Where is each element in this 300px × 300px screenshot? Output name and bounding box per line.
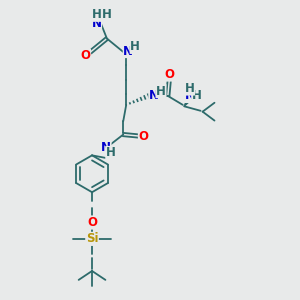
Text: N: N: [123, 44, 133, 58]
Text: O: O: [139, 130, 148, 142]
Text: O: O: [87, 216, 97, 229]
Text: N: N: [184, 89, 194, 102]
Text: H: H: [102, 8, 112, 21]
Text: Si: Si: [86, 232, 98, 245]
Text: H: H: [92, 8, 101, 21]
Text: N: N: [149, 89, 159, 102]
Text: H: H: [106, 146, 116, 160]
Text: H: H: [156, 85, 166, 98]
Text: H: H: [130, 40, 140, 53]
Text: H: H: [192, 89, 202, 102]
Polygon shape: [184, 99, 190, 106]
Text: O: O: [164, 68, 174, 81]
Text: N: N: [92, 17, 101, 30]
Text: O: O: [80, 49, 91, 62]
Text: N: N: [101, 141, 111, 154]
Text: H: H: [184, 82, 194, 95]
